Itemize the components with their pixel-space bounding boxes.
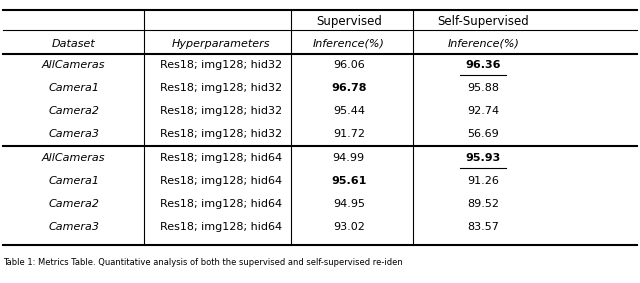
Text: Camera1: Camera1 — [48, 176, 99, 186]
Text: Res18; img128; hid32: Res18; img128; hid32 — [160, 60, 282, 70]
Text: 93.02: 93.02 — [333, 222, 365, 232]
Text: Res18; img128; hid32: Res18; img128; hid32 — [160, 129, 282, 139]
Text: 96.78: 96.78 — [331, 83, 367, 93]
Text: Supervised: Supervised — [316, 15, 381, 28]
Text: 56.69: 56.69 — [467, 129, 499, 139]
Text: 94.99: 94.99 — [333, 153, 365, 162]
Text: Res18; img128; hid64: Res18; img128; hid64 — [160, 222, 282, 232]
Text: 91.26: 91.26 — [467, 176, 499, 186]
Text: Camera2: Camera2 — [48, 199, 99, 209]
Text: Camera3: Camera3 — [48, 129, 99, 139]
Text: AllCameras: AllCameras — [42, 153, 106, 162]
Text: Self-Supervised: Self-Supervised — [437, 15, 529, 28]
Text: Res18; img128; hid32: Res18; img128; hid32 — [160, 106, 282, 116]
Text: Camera2: Camera2 — [48, 106, 99, 116]
Text: AllCameras: AllCameras — [42, 60, 106, 70]
Text: Dataset: Dataset — [52, 39, 95, 49]
Text: 95.44: 95.44 — [333, 106, 365, 116]
Text: 89.52: 89.52 — [467, 199, 499, 209]
Text: Res18; img128; hid64: Res18; img128; hid64 — [160, 153, 282, 162]
Text: 95.88: 95.88 — [467, 83, 499, 93]
Text: 91.72: 91.72 — [333, 129, 365, 139]
Text: Table 1: Metrics Table. Quantitative analysis of both the supervised and self-su: Table 1: Metrics Table. Quantitative ana… — [3, 258, 403, 267]
Text: Hyperparameters: Hyperparameters — [172, 39, 270, 49]
Text: Res18; img128; hid32: Res18; img128; hid32 — [160, 83, 282, 93]
Text: Res18; img128; hid64: Res18; img128; hid64 — [160, 199, 282, 209]
Text: 83.57: 83.57 — [467, 222, 499, 232]
Text: Res18; img128; hid64: Res18; img128; hid64 — [160, 176, 282, 186]
Text: Camera1: Camera1 — [48, 83, 99, 93]
Text: 94.95: 94.95 — [333, 199, 365, 209]
Text: Camera3: Camera3 — [48, 222, 99, 232]
Text: 95.93: 95.93 — [465, 153, 501, 162]
Text: Inference(%): Inference(%) — [313, 39, 385, 49]
Text: 95.61: 95.61 — [331, 176, 367, 186]
Text: 96.06: 96.06 — [333, 60, 365, 70]
Text: 96.36: 96.36 — [465, 60, 501, 70]
Text: 92.74: 92.74 — [467, 106, 499, 116]
Text: Inference(%): Inference(%) — [447, 39, 519, 49]
